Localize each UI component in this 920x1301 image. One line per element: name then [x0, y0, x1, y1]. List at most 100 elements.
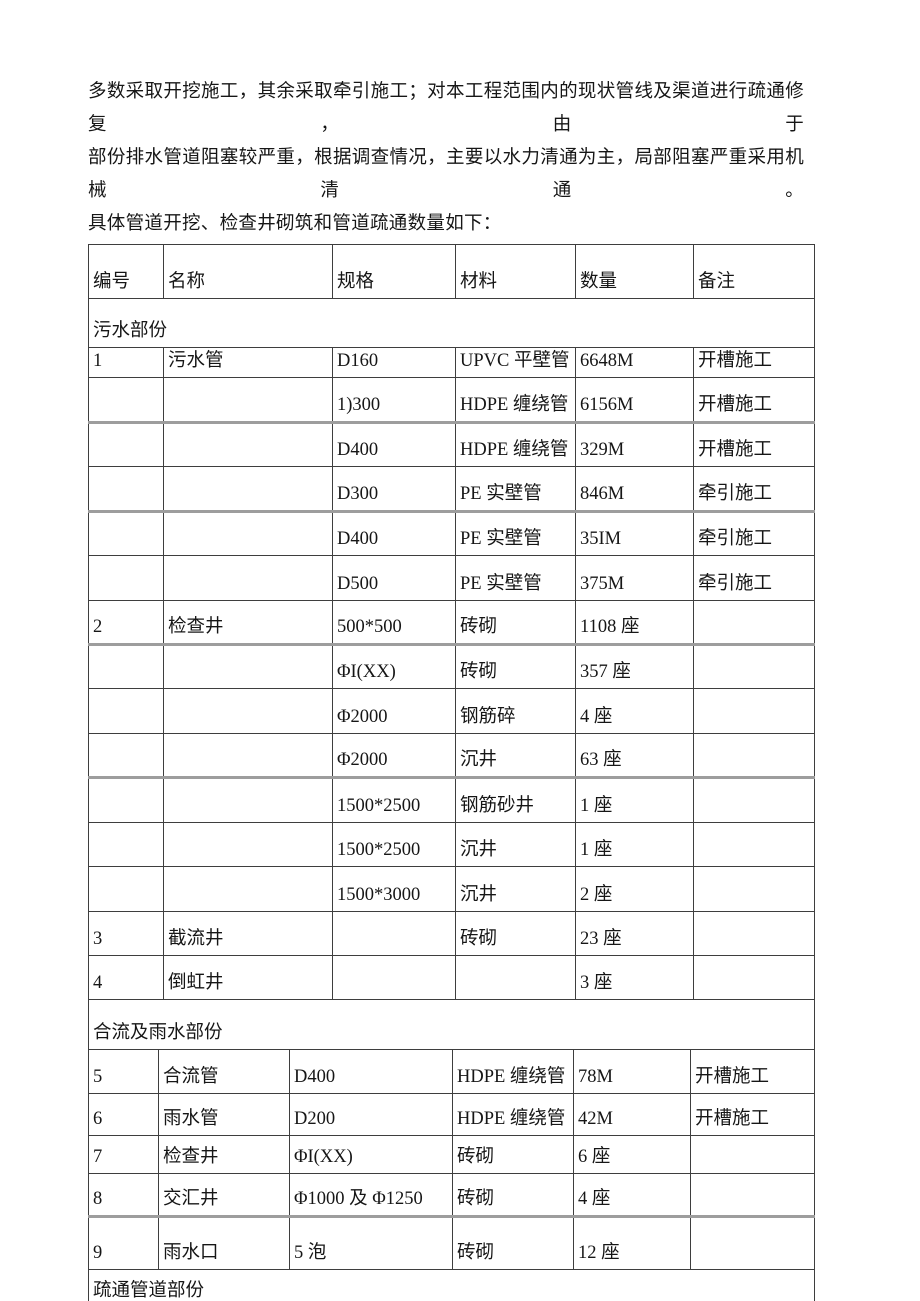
cell-note: [693, 866, 815, 912]
cell-qty: 4 座: [573, 1172, 691, 1218]
cell-material: [455, 955, 576, 1000]
cell-name: 截流井: [163, 911, 333, 956]
table-row: ΦI(XX) 砖砌 357 座: [88, 644, 815, 689]
cell-qty: 2 座: [575, 866, 694, 912]
cell-no: [88, 866, 164, 912]
cell-spec: ΦI(XX): [289, 1134, 453, 1174]
cell-qty: 63 座: [575, 733, 694, 779]
cell-no: [88, 733, 164, 779]
quantity-table-dredging: 疏通管道部份: [87, 1269, 816, 1301]
table-row: 8 交汇井 Φ1000 及 Φ1250 砖砌 4 座: [88, 1172, 816, 1218]
table-row: 6 雨水管 D200 HDPE 缠绕管 42M 开槽施工: [88, 1092, 816, 1136]
cell-material: 钢筋碎: [455, 688, 576, 734]
cell-no: [88, 377, 164, 424]
cell-qty: 3 座: [575, 955, 694, 1000]
cell-name: [163, 555, 333, 601]
column-header-note: 备注: [693, 244, 815, 299]
cell-note: [689, 1134, 816, 1174]
cell-material: UPVC 平壁管: [455, 347, 576, 378]
section-label: 合流及雨水部份: [87, 1000, 816, 1050]
cell-no: 8: [88, 1172, 159, 1218]
table-row: 2 检查井 500*500 砖砌 1108 座: [88, 600, 815, 646]
cell-material: 砖砌: [452, 1215, 574, 1270]
table-row: 5 合流管 D400 HDPE 缠绕管 78M 开槽施工: [88, 1048, 816, 1094]
table-row: 1 污水管 D160 UPVC 平壁管 6648M 开槽施工: [88, 347, 815, 378]
cell-material: PE 实壁管: [455, 466, 576, 513]
cell-qty: 846M: [575, 466, 694, 513]
cell-name: 检查井: [158, 1134, 290, 1174]
cell-name: 交汇井: [158, 1172, 290, 1218]
cell-spec: Φ1000 及 Φ1250: [289, 1172, 453, 1218]
cell-no: 3: [88, 911, 164, 956]
cell-note: [693, 688, 815, 734]
cell-no: 5: [88, 1048, 159, 1094]
cell-no: [88, 466, 164, 513]
cell-spec: 500*500: [332, 600, 456, 646]
cell-no: [88, 777, 164, 823]
cell-qty: 329M: [575, 422, 694, 467]
cell-no: [88, 688, 164, 734]
table-row: 1)300 HDPE 缠绕管 6156M 开槽施工: [88, 377, 815, 424]
cell-material: PE 实壁管: [455, 555, 576, 601]
cell-spec: D200: [289, 1092, 453, 1136]
cell-name: [163, 688, 333, 734]
cell-material: 砖砌: [455, 600, 576, 646]
cell-spec: D400: [332, 422, 456, 467]
cell-name: [163, 422, 333, 467]
table-row: Φ2000 钢筋碎 4 座: [88, 688, 815, 734]
table-row: 7 检查井 ΦI(XX) 砖砌 6 座: [88, 1134, 816, 1174]
cell-name: [163, 511, 333, 556]
section-row-dredging: 疏通管道部份: [87, 1269, 816, 1301]
cell-name: 雨水管: [158, 1092, 290, 1136]
cell-no: [88, 644, 164, 689]
cell-note: [693, 822, 815, 867]
cell-spec: D500: [332, 555, 456, 601]
column-header-no: 编号: [88, 244, 164, 299]
table-row: 3 截流井 砖砌 23 座: [88, 911, 815, 956]
cell-qty: 1 座: [575, 822, 694, 867]
quantity-table-sewage: 编号 名称 规格 材料 数量 备注 污水部份 1 污水管 D160 UPVC 平…: [88, 244, 815, 1000]
cell-qty: 6648M: [575, 347, 694, 378]
cell-note: [693, 777, 815, 823]
cell-no: [88, 422, 164, 467]
column-header-material: 材料: [455, 244, 576, 299]
cell-name: [163, 377, 333, 424]
cell-material: PE 实壁管: [455, 511, 576, 556]
cell-spec: Φ2000: [332, 688, 456, 734]
cell-spec: D160: [332, 347, 456, 378]
cell-note: 开槽施工: [689, 1048, 816, 1094]
cell-spec: [332, 955, 456, 1000]
quantity-table-stormwater: 合流及雨水部份 5 合流管 D400 HDPE 缠绕管 78M 开槽施工 6 雨…: [87, 1000, 816, 1270]
column-header-spec: 规格: [332, 244, 456, 299]
cell-material: 砖砌: [455, 644, 576, 689]
table-row: D400 PE 实壁管 35IM 牵引施工: [88, 511, 815, 556]
cell-spec: 1500*2500: [332, 777, 456, 823]
cell-note: [693, 733, 815, 779]
section-row-combined-rain: 合流及雨水部份: [87, 1000, 816, 1050]
cell-note: 开槽施工: [693, 347, 815, 378]
cell-no: 4: [88, 955, 164, 1000]
table-row: D500 PE 实壁管 375M 牵引施工: [88, 555, 815, 601]
intro-line: 部份排水管道阻塞较严重，根据调查情况，主要以水力清通为主，局部阻塞严重采用机械清…: [88, 148, 804, 201]
cell-no: 6: [88, 1092, 159, 1136]
table-row: 4 倒虹井 3 座: [88, 955, 815, 1000]
cell-no: 9: [88, 1215, 159, 1270]
cell-qty: 1 座: [575, 777, 694, 823]
cell-qty: 23 座: [575, 911, 694, 956]
cell-name: [163, 644, 333, 689]
cell-material: HDPE 缠绕管: [455, 377, 576, 424]
intro-paragraph: 多数采取开挖施工，其余采取牵引施工；对本工程范围内的现状管线及渠道进行疏通修复，…: [88, 76, 804, 241]
cell-material: HDPE 缠绕管: [455, 422, 576, 467]
cell-name: 检查井: [163, 600, 333, 646]
cell-note: [689, 1172, 816, 1218]
cell-no: 2: [88, 600, 164, 646]
cell-qty: 4 座: [575, 688, 694, 734]
cell-spec: Φ2000: [332, 733, 456, 779]
cell-material: 钢筋砂井: [455, 777, 576, 823]
header-row: 编号 名称 规格 材料 数量 备注: [88, 244, 815, 299]
cell-note: 开槽施工: [693, 422, 815, 467]
cell-material: HDPE 缠绕管: [452, 1092, 574, 1136]
cell-spec: 1500*3000: [332, 866, 456, 912]
cell-note: 牵引施工: [693, 466, 815, 513]
cell-note: 牵引施工: [693, 555, 815, 601]
